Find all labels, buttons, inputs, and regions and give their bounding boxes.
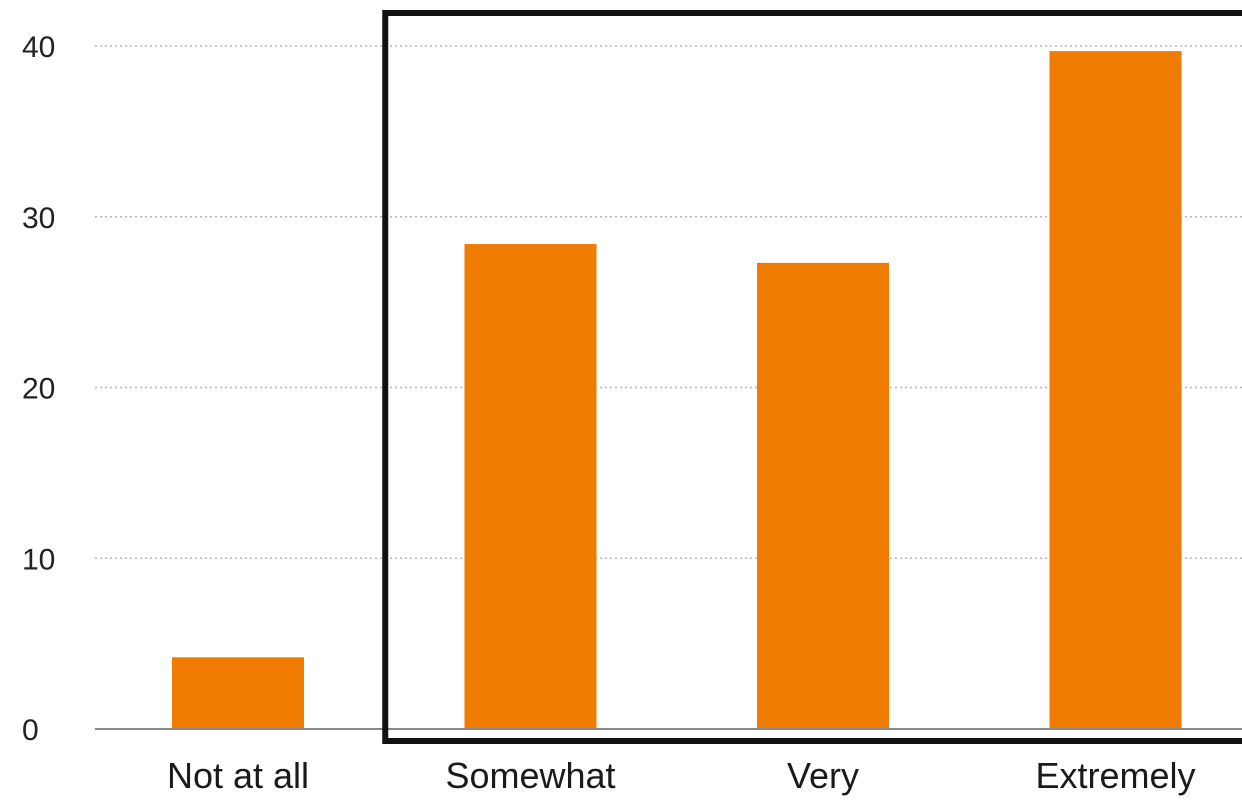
bar — [1049, 51, 1182, 730]
y-tick-label: 30 — [22, 202, 55, 235]
y-tick-label: 40 — [22, 31, 55, 64]
x-category-label: Extremely — [1035, 755, 1195, 796]
bar — [172, 657, 304, 729]
y-tick-label: 20 — [22, 373, 55, 406]
x-category-label: Somewhat — [445, 755, 615, 796]
bar — [757, 262, 889, 729]
x-category-label: Very — [787, 755, 859, 796]
y-tick-label: 0 — [22, 714, 39, 747]
y-tick-label: 10 — [22, 543, 55, 576]
bars — [172, 51, 1182, 730]
bar — [464, 244, 597, 729]
x-category-label: Not at all — [167, 755, 309, 796]
x-axis-categories: Not at all Somewhat Very Extremely — [167, 755, 1196, 796]
y-axis-ticks: 0 10 20 30 40 — [22, 31, 55, 747]
highlight-box — [382, 10, 1242, 744]
